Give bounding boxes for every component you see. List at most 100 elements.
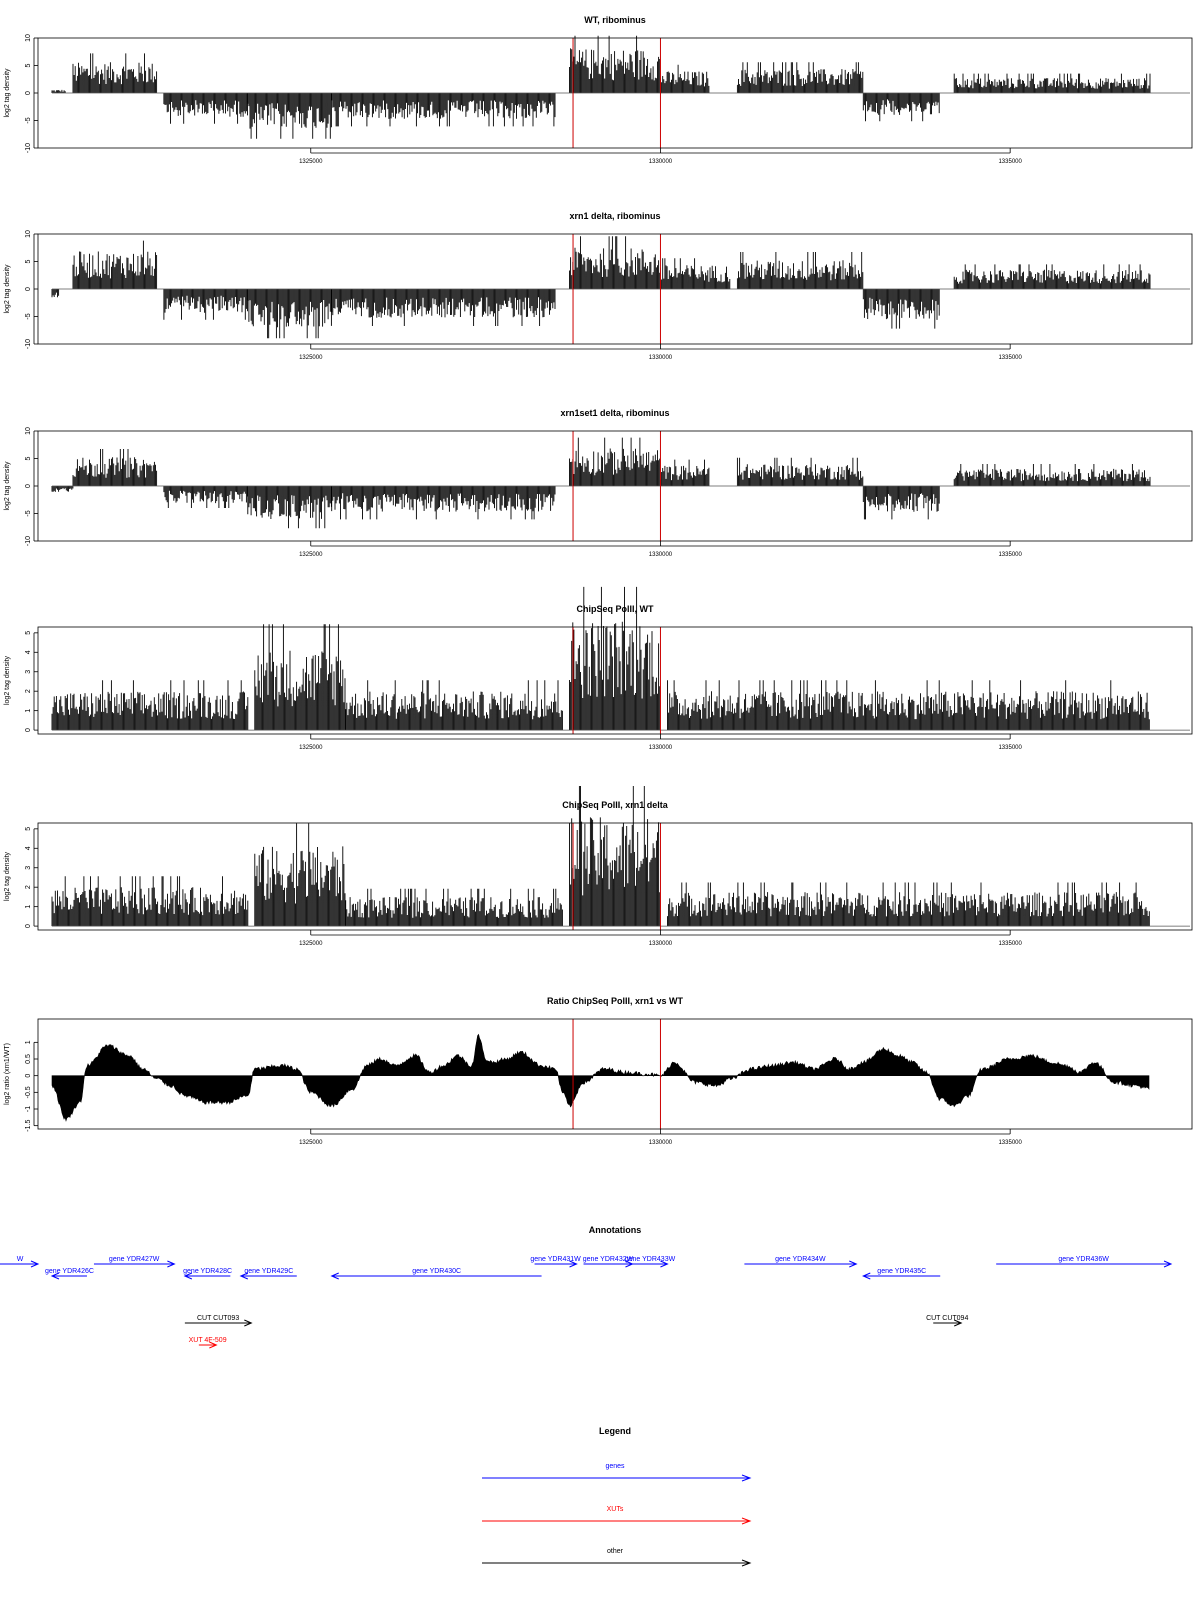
x-tick-label: 1335000 (998, 159, 1022, 165)
bar-segment-10 (953, 264, 1151, 289)
x-tick-label: 1330000 (649, 159, 673, 165)
bar-segment-2 (72, 53, 158, 93)
bar-segment-3 (163, 93, 248, 124)
x-axis: 1325000 1330000 1335000 (299, 148, 1022, 165)
y-axis: -10 -5 0 5 10 (25, 34, 38, 153)
arrowhead-right-icon (569, 1260, 578, 1268)
annotation-9: gene YDR433W (625, 1256, 676, 1268)
annotation-7: gene YDR431W (530, 1256, 581, 1268)
x-tick-label: 1335000 (998, 1140, 1022, 1146)
arrowhead-right-icon (660, 1260, 669, 1268)
plot-frame (37, 626, 1193, 735)
arrowhead-right-icon (741, 1474, 752, 1482)
y-tick-label: 0 (25, 1074, 32, 1078)
x-tick-label: 1335000 (998, 745, 1022, 751)
y-axis-label: log2 tag density (4, 264, 11, 314)
annotation-1: W (0, 1256, 40, 1268)
y-tick-label: 2 (25, 885, 32, 889)
bar-segment-1 (51, 486, 74, 492)
bar-segment-6 (569, 236, 661, 289)
arrowhead-left-icon (183, 1272, 193, 1280)
y-axis-label: log2 tag density (4, 68, 11, 118)
y-axis-label: log2 tag density (4, 655, 11, 705)
annotation-5: gene YDR429C (239, 1268, 297, 1280)
bar-segment-4 (247, 289, 332, 339)
annotation-label: W (17, 1256, 24, 1263)
bar-segment-6 (569, 437, 661, 486)
annotation-label: gene YDR432W (583, 1256, 634, 1263)
y-tick-label: 0 (25, 484, 32, 488)
y-tick-label: 3 (25, 670, 32, 674)
y-tick-label: 10 (25, 427, 32, 435)
arrowhead-right-icon (30, 1260, 40, 1268)
y-tick-label: 4 (25, 650, 32, 654)
y-axis-label: log2 tag density (4, 851, 11, 901)
panel-3: xrn1set1 delta, ribominus log2 tag densit… (4, 408, 1193, 558)
x-tick-label: 1330000 (649, 355, 673, 361)
bar-segment-1 (51, 89, 66, 93)
bar-segment-10 (953, 464, 1151, 486)
arrowhead-left-icon (862, 1272, 871, 1280)
y-tick-label: -10 (25, 143, 32, 153)
x-axis: 1325000 1330000 1335000 (299, 541, 1022, 558)
y-tick-label: 5 (25, 259, 32, 263)
panel-6: Ratio ChipSeq PolII, xrn1 vs WT log2 rati… (4, 996, 1193, 1146)
y-tick-label: 5 (25, 631, 32, 635)
annotation-label: gene YDR434W (775, 1256, 826, 1263)
annotation-11: gene YDR435C (862, 1268, 941, 1280)
x-axis: 1325000 1330000 1335000 (299, 734, 1022, 751)
panel-2: xrn1 delta, ribominus log2 tag density -10… (4, 211, 1193, 361)
bar-segment-10 (953, 73, 1151, 93)
x-tick-label: 1325000 (299, 1140, 323, 1146)
arrowhead-right-icon (209, 1341, 218, 1349)
x-axis: 1325000 1330000 1335000 (299, 1129, 1022, 1146)
annotation-label: gene YDR435C (877, 1268, 926, 1275)
y-tick-label: 5 (25, 63, 32, 67)
annotations-title: Annotations (589, 1225, 642, 1235)
y-tick-label: 10 (25, 230, 32, 238)
chart-title: WT, ribominus (584, 15, 646, 25)
legend-item-other: other (482, 1548, 752, 1567)
bar-segment-4 (569, 786, 661, 927)
y-axis: -1.5 -1 -0.5 0 0.5 1 (25, 1040, 38, 1132)
y-tick-label: 5 (25, 456, 32, 460)
bar-segment-3 (345, 680, 563, 731)
annotation-label: gene YDR436W (1058, 1256, 1109, 1263)
annotation-label: XUT 4F-509 (189, 1337, 227, 1344)
annotation-label: gene YDR431W (530, 1256, 581, 1263)
bar-segment-1 (51, 876, 249, 927)
y-tick-label: 1 (25, 709, 32, 713)
x-axis: 1325000 1330000 1335000 (299, 344, 1022, 361)
data-marks (51, 236, 1190, 339)
bar-segment-6 (569, 35, 661, 93)
data-marks (51, 35, 1190, 139)
bar-segment-8 (736, 457, 864, 486)
bar-segment-5 (331, 289, 556, 326)
bar-segment-1 (51, 680, 249, 731)
chart-title: xrn1set1 delta, ribominus (560, 408, 669, 418)
y-tick-label: -0.5 (25, 1086, 32, 1098)
y-axis: 0 1 2 3 4 5 (25, 631, 38, 732)
arrowhead-right-icon (954, 1319, 963, 1327)
arrowhead-right-icon (1163, 1260, 1173, 1268)
y-tick-label: -1 (25, 1106, 32, 1112)
bar-segment-3 (163, 486, 248, 508)
bar-segment-2 (254, 624, 346, 731)
y-axis-label: log2 ratio (xrn1/WT) (4, 1043, 11, 1105)
bar-segment-1 (51, 289, 60, 298)
y-tick-label: 5 (25, 827, 32, 831)
arrowhead-left-icon (239, 1272, 249, 1280)
y-tick-label: -10 (25, 536, 32, 546)
chart-title: ChipSeq PolII, WT (577, 604, 654, 614)
bar-segment-5 (331, 486, 556, 520)
y-tick-label: 0 (25, 728, 32, 732)
plot-frame (37, 822, 1193, 931)
chart-title: ChipSeq PolII, xrn1 delta (562, 800, 669, 810)
x-tick-label: 1325000 (299, 159, 323, 165)
panel-1: WT, ribominus log2 tag density -10 -5 0 5 10 13… (4, 15, 1193, 165)
bar-segment-9 (862, 289, 940, 329)
y-tick-label: 1 (25, 905, 32, 909)
annotation-14: CUT CUT094 (926, 1315, 968, 1327)
